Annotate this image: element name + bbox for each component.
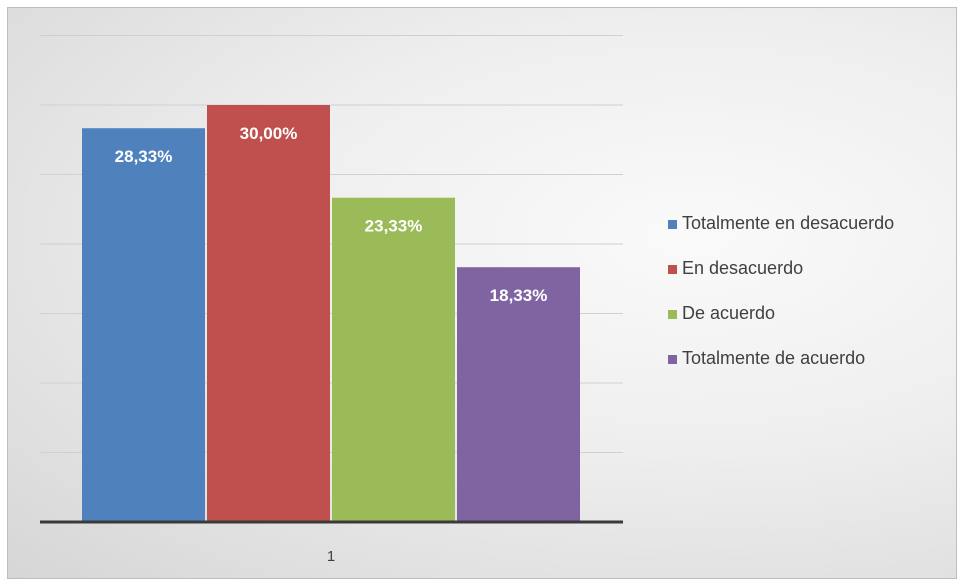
x-tick-label: 1 xyxy=(327,548,335,565)
legend-label-4: Totalmente de acuerdo xyxy=(682,348,865,368)
legend-swatch-1 xyxy=(668,220,677,229)
legend-label-3: De acuerdo xyxy=(682,303,775,323)
legend-label-1: Totalmente en desacuerdo xyxy=(682,213,894,233)
data-label-3: 23,33% xyxy=(365,217,423,236)
data-label-4: 18,33% xyxy=(490,286,548,305)
legend-label-2: En desacuerdo xyxy=(682,258,803,278)
legend-swatch-4 xyxy=(668,355,677,364)
data-label-2: 30,00% xyxy=(240,124,298,143)
bars xyxy=(82,105,580,522)
data-label-1: 28,33% xyxy=(115,147,173,166)
bar-1 xyxy=(82,128,205,522)
legend: Totalmente en desacuerdo En desacuerdo De … xyxy=(668,213,894,368)
bar-4 xyxy=(457,267,580,522)
bar-2 xyxy=(207,105,330,522)
legend-swatch-2 xyxy=(668,265,677,274)
data-labels: 28,33% 30,00% 23,33% 18,33% xyxy=(115,124,548,305)
bar-3 xyxy=(332,197,455,522)
legend-swatch-3 xyxy=(668,310,677,319)
x-axis-tick-labels: 1 xyxy=(327,548,335,565)
